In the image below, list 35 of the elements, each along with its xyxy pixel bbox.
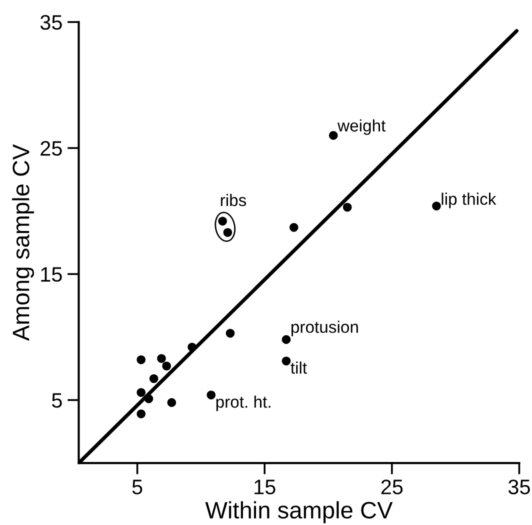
y-tick-label: 15 xyxy=(41,267,62,282)
x-tick-label: 5 xyxy=(132,480,142,494)
point xyxy=(149,374,158,384)
y-tick-label: 35 xyxy=(40,15,62,30)
point xyxy=(206,390,216,400)
point xyxy=(432,202,441,210)
point xyxy=(136,410,146,418)
x-axis-title: Within sample CV xyxy=(205,501,393,524)
annotation: weight xyxy=(338,119,386,135)
point xyxy=(328,131,338,140)
point xyxy=(167,398,176,407)
x-tick-label: 35 xyxy=(508,480,530,494)
x-tick-label: 15 xyxy=(254,480,276,494)
annotation: lip thick xyxy=(442,192,496,208)
point xyxy=(282,335,291,344)
point xyxy=(342,202,352,212)
point xyxy=(290,223,298,232)
point xyxy=(136,355,146,364)
point xyxy=(218,216,227,226)
point xyxy=(188,342,196,352)
point xyxy=(282,356,291,366)
y-tick-label: 25 xyxy=(40,141,62,156)
annotation: ribs xyxy=(220,194,246,206)
annotation: prot. ht. xyxy=(216,396,270,412)
point xyxy=(144,394,154,404)
point xyxy=(157,354,166,363)
annotation: protusion xyxy=(291,320,358,336)
point xyxy=(223,228,232,237)
point xyxy=(162,362,171,370)
point xyxy=(226,328,235,338)
x-tick-label: 25 xyxy=(381,480,403,494)
point xyxy=(136,388,146,397)
y-tick-label: 5 xyxy=(52,393,62,408)
y-axis-title: Among sample CV xyxy=(12,144,34,341)
annotation: tilt xyxy=(290,362,307,374)
